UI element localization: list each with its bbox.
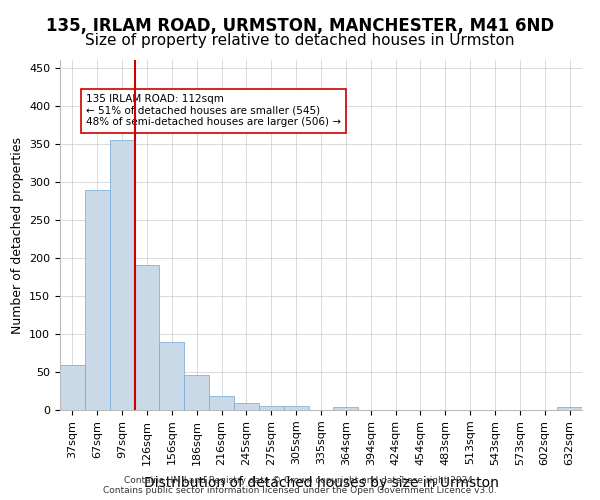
Bar — [234, 403, 259, 410]
Text: 135 IRLAM ROAD: 112sqm
← 51% of detached houses are smaller (545)
48% of semi-de: 135 IRLAM ROAD: 112sqm ← 51% of detached… — [86, 94, 341, 128]
Text: 135, IRLAM ROAD, URMSTON, MANCHESTER, M41 6ND: 135, IRLAM ROAD, URMSTON, MANCHESTER, M4… — [46, 18, 554, 36]
Y-axis label: Number of detached properties: Number of detached properties — [11, 136, 23, 334]
Text: Size of property relative to detached houses in Urmston: Size of property relative to detached ho… — [85, 32, 515, 48]
Bar — [134, 264, 160, 410]
Bar — [209, 396, 234, 410]
Bar — [160, 342, 184, 410]
Bar — [60, 365, 85, 410]
Bar — [184, 375, 209, 410]
Bar — [110, 140, 134, 410]
Bar — [259, 406, 284, 410]
Bar — [557, 407, 582, 410]
Bar — [85, 190, 110, 410]
Bar — [284, 406, 308, 410]
X-axis label: Distribution of detached houses by size in Urmston: Distribution of detached houses by size … — [143, 476, 499, 490]
Bar — [334, 407, 358, 410]
Text: Contains HM Land Registry data © Crown copyright and database right 2024.
Contai: Contains HM Land Registry data © Crown c… — [103, 476, 497, 495]
